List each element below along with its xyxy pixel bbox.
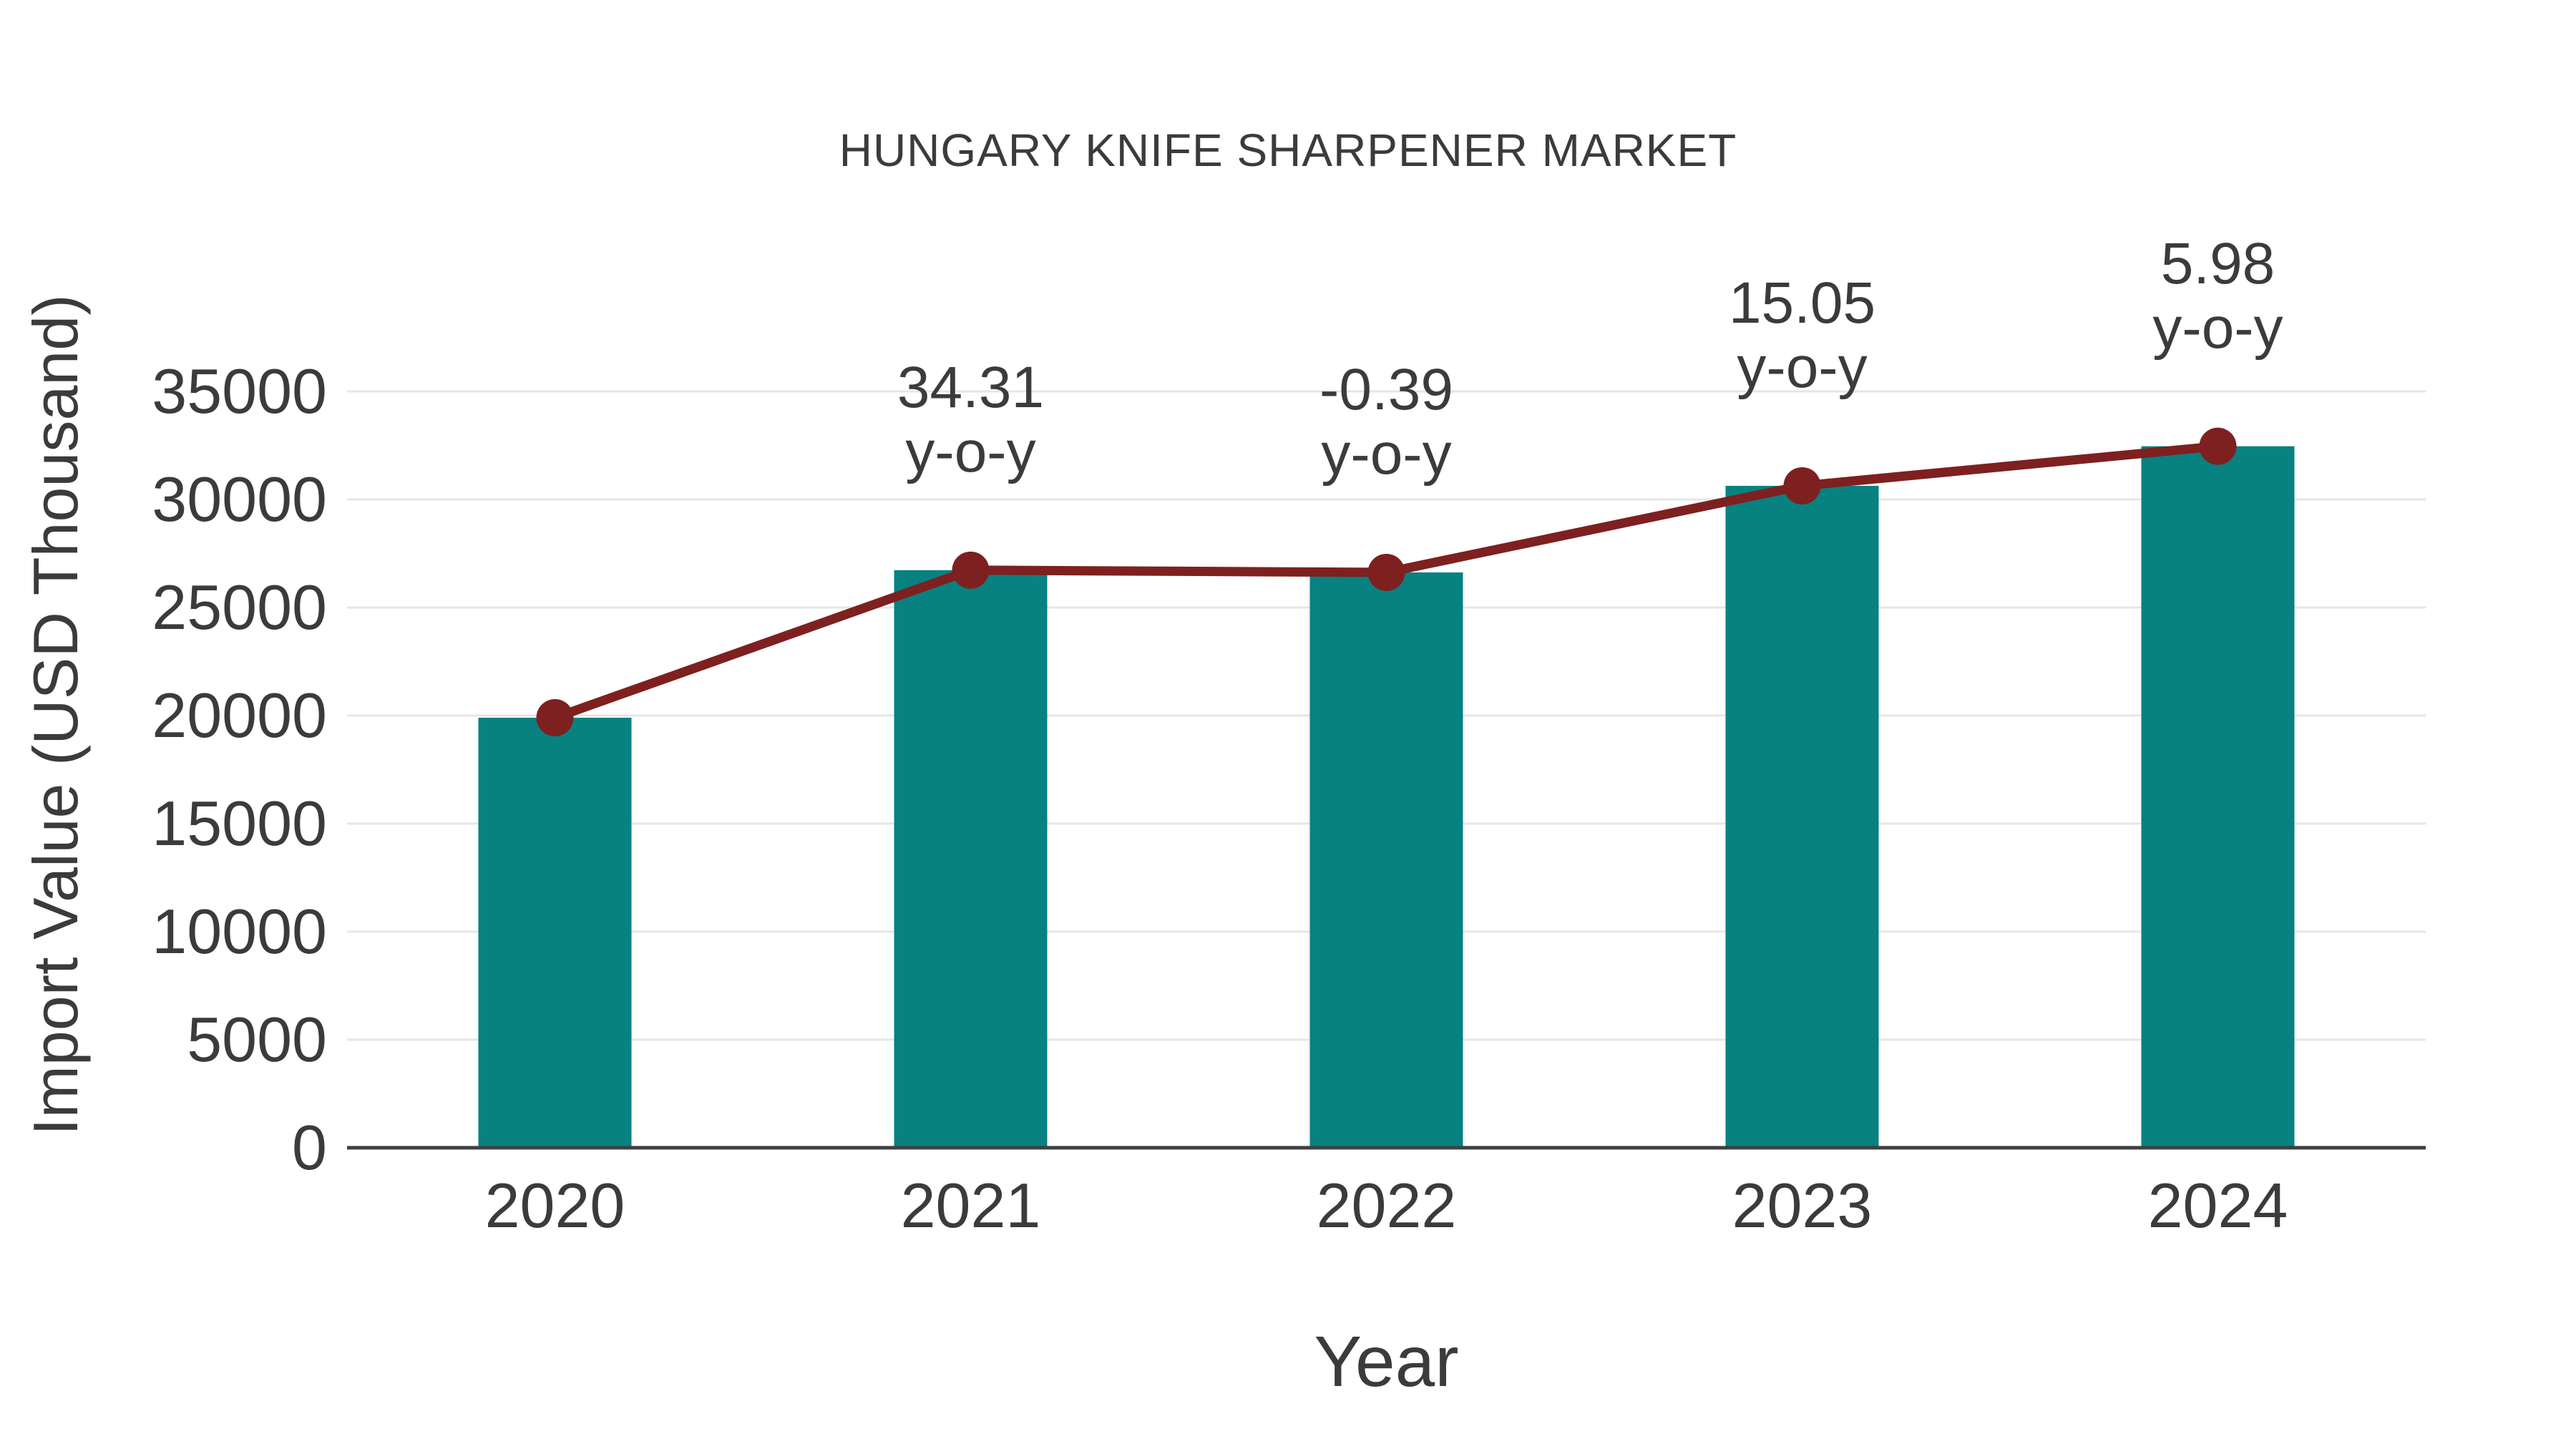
x-axis-title: Year <box>1314 1322 1459 1402</box>
x-tick-label: 2021 <box>900 1170 1041 1241</box>
bar-2020 <box>478 718 632 1148</box>
x-tick-label: 2023 <box>1732 1170 1873 1241</box>
yoy-suffix: y-o-y <box>905 419 1036 484</box>
y-tick-label: 30000 <box>152 464 327 535</box>
yoy-annotation-2021: 34.31 y-o-y <box>763 354 1179 484</box>
yoy-value: 15.05 <box>1728 270 1876 336</box>
bar-2024 <box>2141 446 2295 1148</box>
yoy-suffix: y-o-y <box>1321 421 1452 487</box>
bar-2023 <box>1725 485 1879 1148</box>
y-tick-label: 25000 <box>152 572 327 643</box>
y-tick-label: 15000 <box>152 788 327 859</box>
yoy-annotation-2022: -0.39 y-o-y <box>1179 356 1594 487</box>
yoy-suffix: y-o-y <box>2152 295 2283 361</box>
data-point-marker-2023 <box>1783 467 1821 504</box>
bar-2021 <box>894 570 1048 1148</box>
data-point-marker-2021 <box>952 551 990 589</box>
yoy-annotation-2023: 15.05 y-o-y <box>1595 270 2010 400</box>
y-tick-label: 20000 <box>152 680 327 751</box>
y-tick-label: 5000 <box>187 1004 327 1075</box>
yoy-annotation-2024: 5.98 y-o-y <box>2011 230 2426 361</box>
yoy-suffix: y-o-y <box>1737 334 1868 400</box>
bar-2022 <box>1309 572 1463 1148</box>
data-point-marker-2020 <box>536 699 574 737</box>
yoy-value: -0.39 <box>1319 356 1453 422</box>
x-tick-label: 2020 <box>484 1170 625 1241</box>
y-tick-label: 10000 <box>152 896 327 967</box>
x-tick-label: 2022 <box>1316 1170 1457 1241</box>
chart-title: HUNGARY KNIFE SHARPENER MARKET <box>839 125 1737 176</box>
y-tick-label: 0 <box>292 1112 327 1183</box>
yoy-value: 34.31 <box>897 354 1045 420</box>
data-point-marker-2024 <box>2199 427 2237 465</box>
y-tick-label: 35000 <box>152 356 327 426</box>
x-tick-label: 2024 <box>2147 1170 2288 1241</box>
yoy-value: 5.98 <box>2160 230 2275 296</box>
data-point-marker-2022 <box>1367 553 1405 591</box>
